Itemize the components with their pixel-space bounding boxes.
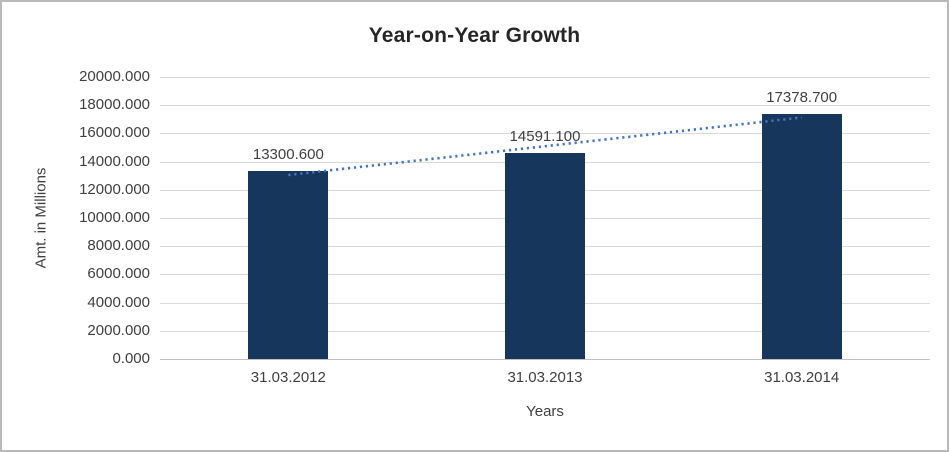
- y-tick-label: 0.000: [112, 350, 150, 367]
- bar-31.03.2014: [761, 113, 842, 359]
- data-label: 14591.100: [509, 128, 581, 146]
- y-tick-label: 2000.000: [87, 321, 150, 339]
- x-axis-title: Years: [526, 403, 564, 420]
- y-tick-label: 20000.000: [79, 68, 150, 85]
- gridline: [160, 77, 930, 78]
- x-tick-label: 31.03.2014: [764, 369, 840, 386]
- data-label: 13300.600: [252, 146, 324, 164]
- plot-area: 13300.600 14591.100 17378.700: [160, 77, 930, 360]
- y-tick-label: 10000.000: [79, 209, 150, 226]
- bar-31.03.2013: [505, 153, 585, 359]
- y-tick-label: 12000.000: [79, 180, 150, 198]
- gridline: [160, 105, 930, 107]
- y-tick-label: 16000.000: [79, 124, 150, 142]
- chart-title: Year-on-Year Growth: [368, 24, 581, 47]
- y-tick-label: 8000.000: [87, 237, 150, 255]
- y-tick-label: 14000.000: [79, 152, 150, 170]
- x-tick-label: 31.03.2013: [507, 369, 583, 386]
- x-tick-label: 31.03.2012: [250, 369, 326, 386]
- y-tick-label: 18000.000: [79, 96, 150, 114]
- data-label: 17378.700: [766, 88, 838, 106]
- x-axis-tick-labels: 31.03.2012 31.03.2013 31.03.2014: [160, 369, 930, 389]
- bar-31.03.2012: [248, 171, 329, 359]
- y-tick-label: 4000.000: [87, 293, 150, 311]
- y-tick-label: 6000.000: [87, 265, 150, 283]
- x-axis-line: [160, 359, 930, 360]
- y-axis-tick-labels: 0.000 2000.000 4000.000 6000.000 8000.000 100…: [2, 68, 150, 367]
